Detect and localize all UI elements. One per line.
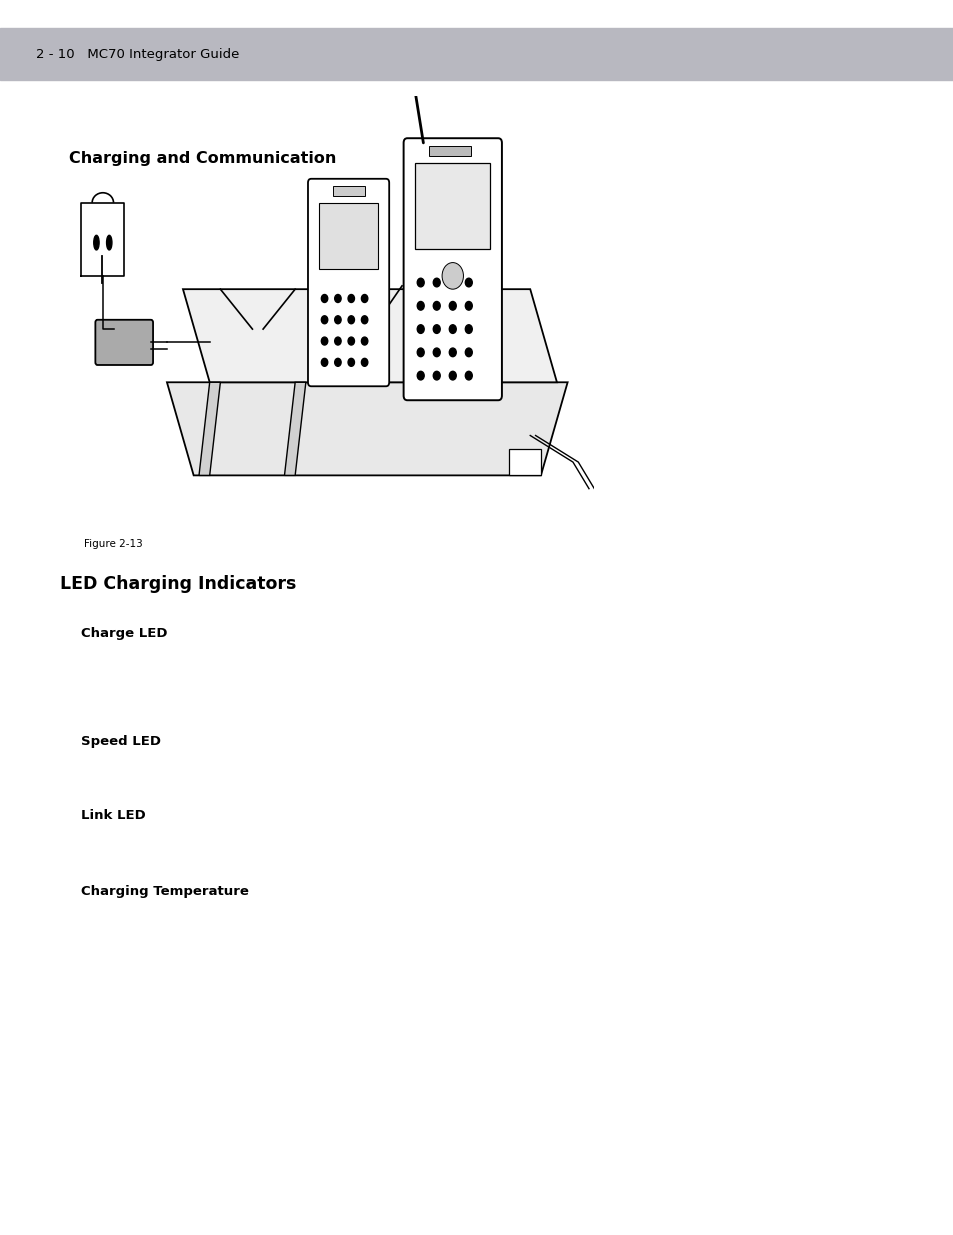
Circle shape: [321, 337, 328, 345]
Text: LED Charging Indicators: LED Charging Indicators: [60, 576, 296, 593]
Circle shape: [449, 372, 456, 380]
Text: Speed LED: Speed LED: [81, 735, 161, 747]
Circle shape: [361, 337, 368, 345]
Circle shape: [348, 316, 355, 324]
Circle shape: [433, 301, 439, 310]
Circle shape: [348, 358, 355, 367]
Bar: [319, 203, 377, 269]
Text: Charging and Communication: Charging and Communication: [69, 151, 335, 165]
Circle shape: [348, 294, 355, 303]
Circle shape: [465, 325, 472, 333]
Text: Link LED: Link LED: [81, 809, 146, 821]
Circle shape: [416, 325, 424, 333]
Text: 2 - 10   MC70 Integrator Guide: 2 - 10 MC70 Integrator Guide: [36, 47, 239, 61]
Circle shape: [465, 301, 472, 310]
Circle shape: [416, 278, 424, 287]
Text: Charge LED: Charge LED: [81, 627, 168, 640]
FancyBboxPatch shape: [308, 179, 389, 387]
Circle shape: [335, 358, 341, 367]
Circle shape: [321, 294, 328, 303]
Circle shape: [335, 337, 341, 345]
Circle shape: [416, 301, 424, 310]
Circle shape: [441, 263, 463, 289]
FancyBboxPatch shape: [95, 320, 152, 366]
Bar: [508, 448, 540, 475]
Bar: [333, 186, 364, 196]
Circle shape: [361, 294, 368, 303]
Circle shape: [433, 278, 439, 287]
Text: Figure 2-13: Figure 2-13: [84, 538, 143, 550]
Circle shape: [416, 348, 424, 357]
Circle shape: [361, 358, 368, 367]
Circle shape: [335, 294, 341, 303]
Circle shape: [433, 325, 439, 333]
FancyBboxPatch shape: [403, 138, 501, 400]
Polygon shape: [167, 383, 567, 475]
Ellipse shape: [107, 236, 112, 249]
Circle shape: [465, 348, 472, 357]
Circle shape: [416, 372, 424, 380]
Circle shape: [348, 337, 355, 345]
Circle shape: [335, 316, 341, 324]
Circle shape: [449, 301, 456, 310]
Circle shape: [433, 348, 439, 357]
Circle shape: [433, 372, 439, 380]
Circle shape: [449, 325, 456, 333]
Circle shape: [321, 358, 328, 367]
Circle shape: [449, 278, 456, 287]
Text: Charging Temperature: Charging Temperature: [81, 885, 249, 898]
Bar: [428, 146, 471, 156]
Ellipse shape: [93, 236, 99, 249]
Polygon shape: [199, 383, 220, 475]
Polygon shape: [284, 383, 306, 475]
Circle shape: [465, 372, 472, 380]
Polygon shape: [183, 289, 557, 383]
Circle shape: [321, 316, 328, 324]
Circle shape: [465, 278, 472, 287]
Bar: [415, 163, 490, 249]
Bar: [0, 28, 953, 80]
Circle shape: [361, 316, 368, 324]
Circle shape: [449, 348, 456, 357]
